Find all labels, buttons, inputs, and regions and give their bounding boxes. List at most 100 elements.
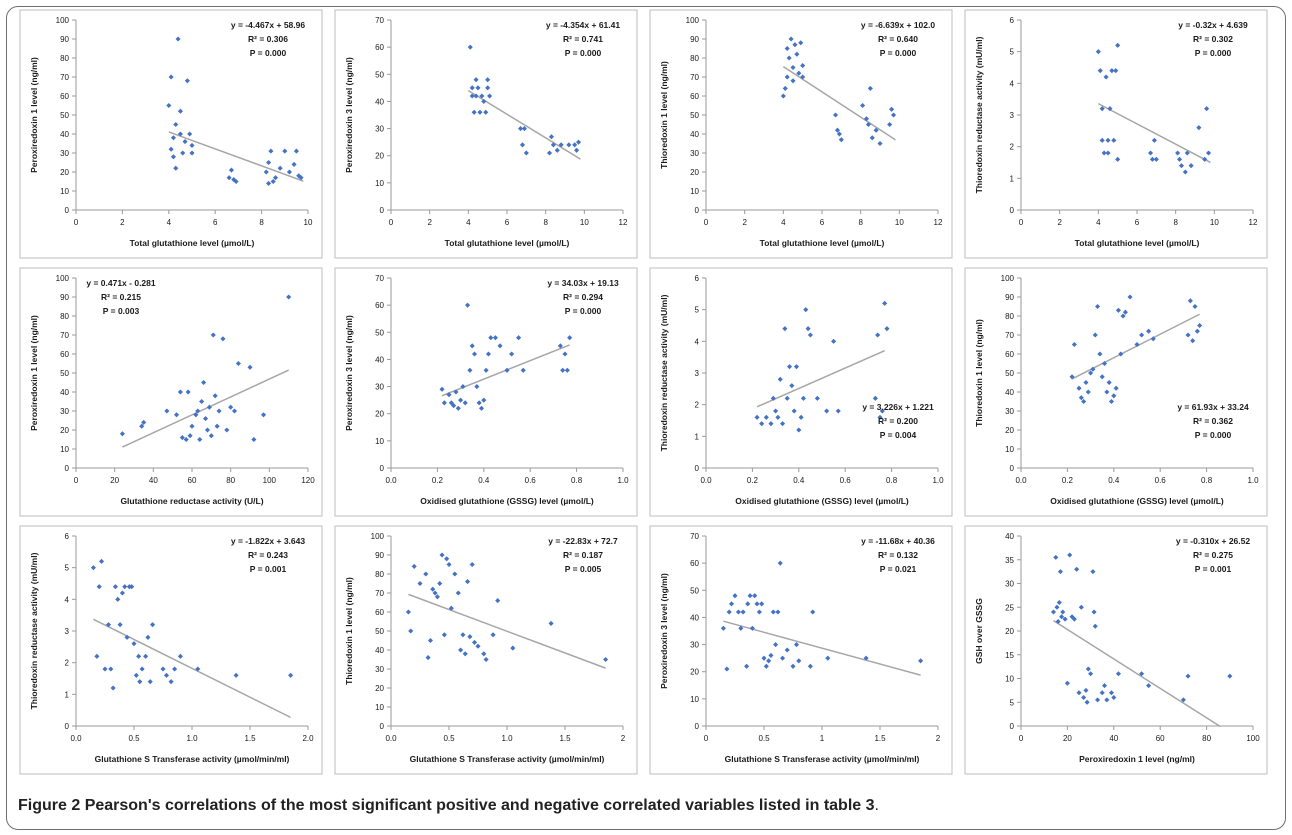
y-tick-label: 2 xyxy=(695,401,700,410)
data-point xyxy=(173,121,179,128)
x-tick-label: 2 xyxy=(742,218,747,227)
x-tick-label: 0 xyxy=(74,476,79,485)
y-tick-label: 0 xyxy=(380,464,385,473)
data-point xyxy=(251,436,257,443)
y-tick-label: 70 xyxy=(60,73,69,82)
y-tick-label: 70 xyxy=(375,274,384,283)
x-tick-label: 20 xyxy=(110,476,119,485)
x-tick-label: 1.0 xyxy=(932,476,944,485)
y-tick-label: 90 xyxy=(60,35,69,44)
p-value-label: P = 0.005 xyxy=(565,564,602,574)
y-tick-label: 0 xyxy=(380,722,385,731)
panel-border xyxy=(649,525,953,775)
data-point xyxy=(469,93,475,99)
data-point xyxy=(474,384,480,390)
data-point xyxy=(1111,694,1117,701)
regression-equation: y = 3.226x + 1.221 xyxy=(862,402,934,412)
data-point xyxy=(432,590,438,596)
y-axis-label: Thioredoxin 1 level (ng/ml) xyxy=(659,61,669,169)
data-point xyxy=(168,74,174,80)
x-tick-label: 4 xyxy=(167,218,172,227)
y-tick-label: 30 xyxy=(375,665,384,674)
y-tick-label: 35 xyxy=(1005,556,1014,565)
x-tick-label: 100 xyxy=(1246,734,1260,743)
chart-panel-5: 0 20 40 60 80 100 120 0 10 20 30 40 50 60 70 80 90 100 Glu… xyxy=(19,267,323,517)
y-tick-label: 20 xyxy=(1005,627,1014,636)
data-point xyxy=(1115,42,1121,48)
data-point xyxy=(1113,68,1119,74)
x-tick-label: 20 xyxy=(1063,734,1072,743)
x-tick-label: 2 xyxy=(621,734,626,743)
data-point xyxy=(574,147,580,153)
y-tick-label: 70 xyxy=(60,331,69,340)
y-tick-label: 4 xyxy=(1010,79,1015,88)
y-tick-label: 0 xyxy=(695,206,700,215)
data-point xyxy=(228,404,234,410)
x-axis-label: Total glutathione level (µmol/L) xyxy=(1075,238,1200,248)
r-squared-label: R² = 0.200 xyxy=(878,416,918,426)
panel-border xyxy=(649,267,953,517)
y-tick-label: 10 xyxy=(690,187,699,196)
y-tick-label: 50 xyxy=(375,627,384,636)
x-tick-label: 1.0 xyxy=(501,734,513,743)
x-tick-label: 1.5 xyxy=(874,734,886,743)
y-tick-label: 10 xyxy=(1005,675,1014,684)
y-tick-label: 100 xyxy=(56,274,70,283)
regression-equation: y = -4.467x + 58.96 xyxy=(231,20,305,30)
y-tick-label: 10 xyxy=(375,703,384,712)
y-axis-label: Thioredoxin 1 level (ng/ml) xyxy=(974,319,984,427)
panel-border xyxy=(964,525,1268,775)
y-tick-label: 50 xyxy=(690,586,699,595)
data-point xyxy=(1196,125,1202,131)
x-tick-label: 0 xyxy=(704,734,709,743)
y-tick-label: 90 xyxy=(1005,293,1014,302)
y-tick-label: 5 xyxy=(1010,48,1015,57)
data-point xyxy=(1115,671,1121,677)
data-point xyxy=(206,404,212,410)
data-point xyxy=(1104,697,1110,703)
data-point xyxy=(1194,328,1200,334)
data-point xyxy=(770,609,776,615)
data-point xyxy=(282,148,288,154)
y-tick-label: 60 xyxy=(375,43,384,52)
x-tick-label: 4 xyxy=(781,218,786,227)
x-tick-label: 1.5 xyxy=(559,734,571,743)
x-tick-label: 1.0 xyxy=(617,476,629,485)
x-tick-label: 0.5 xyxy=(758,734,770,743)
y-tick-label: 10 xyxy=(375,179,384,188)
p-value-label: P = 0.000 xyxy=(565,48,602,58)
data-point xyxy=(810,609,816,615)
y-tick-label: 70 xyxy=(375,589,384,598)
x-tick-label: 0.5 xyxy=(128,734,140,743)
y-tick-label: 20 xyxy=(375,410,384,419)
y-tick-label: 0 xyxy=(695,464,700,473)
y-tick-label: 70 xyxy=(690,73,699,82)
y-tick-label: 50 xyxy=(375,70,384,79)
x-tick-label: 80 xyxy=(226,476,235,485)
x-tick-label: 10 xyxy=(304,218,313,227)
data-point xyxy=(481,98,487,104)
x-tick-label: 8 xyxy=(259,218,264,227)
y-tick-label: 20 xyxy=(375,684,384,693)
data-point xyxy=(831,338,837,344)
y-tick-label: 50 xyxy=(690,111,699,120)
data-point xyxy=(1099,690,1105,696)
data-point xyxy=(1120,313,1126,319)
regression-equation: y = -4.354x + 61.41 xyxy=(546,20,620,30)
data-point xyxy=(460,384,466,390)
r-squared-label: R² = 0.640 xyxy=(878,34,918,44)
data-point xyxy=(780,421,786,427)
p-value-label: P = 0.001 xyxy=(250,564,287,574)
regression-equation: y = 34.03x + 19.13 xyxy=(547,278,619,288)
data-point xyxy=(1101,150,1107,156)
y-tick-label: 30 xyxy=(1005,580,1014,589)
r-squared-label: R² = 0.132 xyxy=(878,550,918,560)
data-point xyxy=(761,655,767,661)
y-tick-label: 0 xyxy=(695,722,700,731)
panel-border xyxy=(334,9,638,259)
data-point xyxy=(798,414,804,420)
data-point xyxy=(233,178,239,185)
y-tick-label: 30 xyxy=(690,149,699,158)
